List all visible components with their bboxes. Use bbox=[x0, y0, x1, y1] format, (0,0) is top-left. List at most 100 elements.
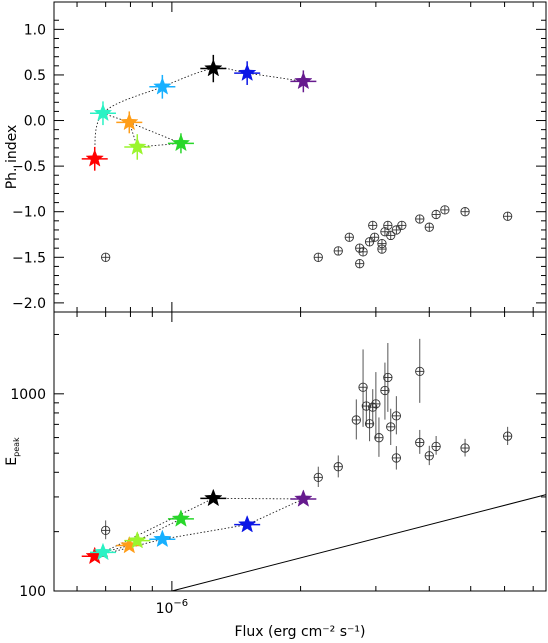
bottom-circle-point bbox=[415, 429, 425, 454]
dotted-link bbox=[129, 121, 182, 144]
top-y-tick-label: −0.5 bbox=[12, 159, 46, 175]
dotted-link bbox=[102, 112, 130, 123]
reference-line bbox=[171, 494, 547, 592]
top-circle-point bbox=[364, 237, 375, 247]
bottom-circle-point bbox=[101, 520, 111, 540]
dotted-link bbox=[102, 497, 214, 553]
star-marker bbox=[237, 63, 257, 81]
top-circle-point bbox=[383, 220, 393, 231]
y-axis-label-main: E bbox=[4, 457, 20, 466]
bottom-star-point bbox=[124, 530, 151, 549]
bottom-y-axis-label: Epeak bbox=[4, 437, 21, 466]
bottom-circle-point bbox=[391, 396, 402, 435]
top-y-tick-label: −1.5 bbox=[12, 250, 46, 266]
top-y-tick-label: −2.0 bbox=[12, 296, 46, 312]
top-circle-point bbox=[358, 247, 368, 257]
top-circle-point bbox=[355, 259, 365, 269]
bottom-circle-point bbox=[460, 438, 470, 457]
dotted-link bbox=[246, 498, 304, 526]
bottom-circle-point bbox=[391, 446, 402, 470]
dotted-link bbox=[213, 497, 304, 500]
star-marker bbox=[93, 103, 113, 122]
bottom-star-point bbox=[89, 542, 116, 561]
bottom-panel-axes: 1000 100 10−6 bbox=[10, 312, 546, 617]
bottom-circle-point bbox=[386, 408, 396, 446]
bottom-circle-point bbox=[502, 426, 513, 446]
bottom-circle-point bbox=[431, 436, 441, 455]
bottom-star-point bbox=[149, 529, 176, 548]
top-star-point bbox=[149, 74, 176, 99]
bottom-panel-frame bbox=[53, 311, 547, 592]
top-main-dotted-path bbox=[94, 67, 304, 159]
x-tick-label-exponent: −6 bbox=[173, 598, 188, 609]
star-marker bbox=[153, 77, 172, 95]
bottom-star-point bbox=[200, 488, 227, 507]
star-marker bbox=[171, 509, 191, 527]
top-star-point bbox=[124, 134, 151, 160]
bottom-circle-point bbox=[333, 455, 343, 478]
star-marker bbox=[153, 529, 172, 548]
bottom-circle-point bbox=[351, 399, 361, 440]
top-panel-connecting-lines bbox=[94, 67, 304, 159]
top-panel-axes: 1.0 0.5 0.0 −0.5 −1.0 −1.5 −2.0 bbox=[12, 2, 546, 312]
star-marker bbox=[128, 530, 147, 549]
bottom-panel-epeak: 1000 100 10−6 Epeak Flux (erg cm⁻² s⁻¹) bbox=[4, 311, 547, 640]
star-marker bbox=[237, 514, 257, 533]
star-marker bbox=[120, 112, 139, 131]
top-circle-point bbox=[431, 209, 441, 220]
star-marker bbox=[294, 71, 313, 90]
top-circle-point bbox=[101, 252, 111, 262]
top-panel-data-marks bbox=[81, 54, 513, 269]
star-marker bbox=[204, 488, 223, 507]
top-star-point bbox=[234, 61, 261, 85]
bottom-star-point bbox=[290, 489, 317, 507]
bottom-circle-point bbox=[424, 445, 434, 466]
top-star-point bbox=[116, 111, 143, 134]
top-y-tick-label: 0.5 bbox=[24, 68, 46, 84]
top-y-tick-label: 1.0 bbox=[24, 22, 46, 38]
top-circle-point bbox=[424, 222, 434, 232]
bottom-y-tick-label: 1000 bbox=[10, 387, 46, 403]
bottom-circle-point bbox=[374, 417, 384, 457]
top-circle-point bbox=[415, 214, 425, 224]
top-circle-point bbox=[397, 220, 407, 231]
dotted-link bbox=[162, 524, 248, 540]
bottom-y-tick-label: 100 bbox=[19, 584, 46, 600]
top-circle-point bbox=[391, 225, 402, 235]
top-star-point bbox=[200, 54, 227, 83]
x-axis-label: Flux (erg cm⁻² s⁻¹) bbox=[234, 624, 365, 640]
x-tick-label: 10−6 bbox=[156, 598, 189, 617]
star-marker bbox=[204, 58, 223, 77]
bottom-star-point bbox=[234, 514, 261, 533]
top-y-tick-label: −1.0 bbox=[12, 205, 46, 221]
bottom-circle-point bbox=[361, 386, 371, 426]
top-circle-point bbox=[440, 205, 450, 215]
top-star-point bbox=[290, 70, 317, 93]
star-marker bbox=[294, 489, 313, 507]
star-marker bbox=[93, 542, 113, 561]
top-panel-frame bbox=[53, 1, 547, 313]
top-y-tick-label: 0.0 bbox=[24, 114, 46, 130]
top-circle-point bbox=[460, 207, 470, 217]
star-marker bbox=[171, 133, 191, 152]
top-star-point bbox=[167, 133, 194, 154]
bottom-circle-point bbox=[371, 372, 381, 440]
bottom-circle-point bbox=[313, 466, 323, 487]
top-circle-point bbox=[355, 243, 365, 253]
top-y-axis-label: Ph. index bbox=[4, 125, 20, 190]
top-circle-point bbox=[369, 232, 380, 242]
top-panel-phindex: 1.0 0.5 0.0 −0.5 −1.0 −1.5 −2.0 Ph. index bbox=[4, 1, 547, 313]
bottom-circle-point bbox=[415, 338, 425, 403]
top-circle-point bbox=[333, 246, 343, 256]
top-circle-point bbox=[344, 232, 354, 242]
top-star-point bbox=[89, 101, 116, 126]
bottom-panel-data-marks bbox=[81, 338, 513, 565]
bottom-star-point bbox=[167, 509, 194, 527]
top-circle-point bbox=[386, 230, 396, 241]
top-circle-point bbox=[502, 211, 513, 221]
star-marker bbox=[85, 149, 104, 167]
x-tick-label-base: 10 bbox=[156, 601, 174, 617]
top-circle-point bbox=[313, 252, 323, 262]
dotted-link bbox=[137, 518, 182, 542]
